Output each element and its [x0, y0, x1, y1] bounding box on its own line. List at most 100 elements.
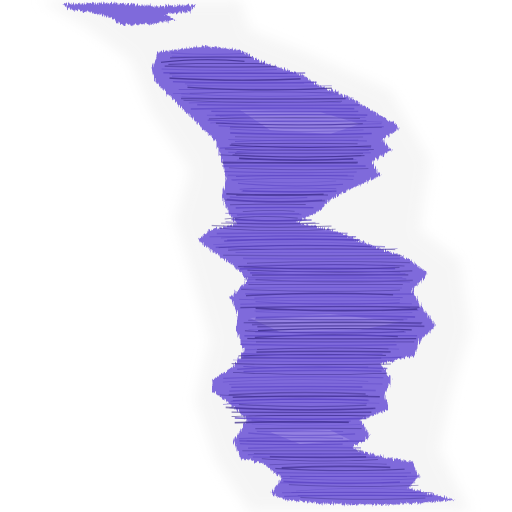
hatch-stroke	[232, 395, 380, 399]
hatch-stroke	[172, 81, 317, 84]
hatch-stroke	[234, 420, 349, 424]
hatch-stroke	[229, 126, 382, 129]
hatch-stroke	[232, 179, 337, 184]
hatch-stroke	[207, 119, 367, 123]
hatch-stroke	[232, 359, 393, 363]
hatch-stroke	[224, 238, 359, 242]
hatch-stroke	[210, 120, 383, 124]
hatch-stroke	[255, 331, 406, 334]
hatch-stroke	[247, 269, 413, 273]
hatch-stroke	[239, 437, 344, 440]
hatch-stroke	[222, 401, 367, 405]
hatch-stroke	[240, 286, 403, 289]
hatch-stroke	[230, 398, 370, 403]
hatch-stroke	[231, 385, 363, 388]
hatch-stroke	[239, 157, 354, 161]
hatch-stroke	[234, 136, 364, 138]
hatch-stroke	[231, 218, 312, 222]
hatch-stroke	[215, 244, 386, 249]
hatch-stroke	[255, 311, 413, 315]
hatch-stroke	[231, 414, 366, 417]
hatch-stroke	[251, 423, 361, 427]
scribble-light-patch	[270, 430, 350, 444]
hatch-stroke	[197, 103, 360, 107]
hatch-stroke	[232, 372, 388, 375]
hatch-stroke	[241, 190, 332, 193]
hatch-stroke	[225, 199, 325, 203]
hatch-stroke	[172, 91, 332, 95]
hatch-stroke	[241, 340, 396, 343]
hatch-stroke	[253, 453, 361, 455]
hatch-stroke	[228, 167, 369, 171]
hatch-stroke	[254, 296, 403, 299]
hatch-stroke	[237, 182, 344, 187]
hatch-stroke	[244, 276, 407, 281]
hatch-stroke	[187, 86, 332, 91]
hatch-stroke	[208, 117, 360, 120]
hatch-stroke	[243, 369, 382, 373]
hatch-stroke	[218, 227, 336, 232]
hatch-stroke	[209, 235, 357, 238]
hatch-stroke	[257, 347, 389, 350]
hatch-stroke	[243, 366, 369, 369]
hatch-stroke	[244, 330, 405, 334]
hatch-stroke	[219, 154, 362, 158]
hatch-stroke	[221, 222, 320, 225]
scribble-top-fragment	[62, 3, 195, 25]
hatch-stroke	[161, 68, 277, 71]
hatch-stroke	[219, 122, 382, 126]
hatch-stroke	[228, 248, 396, 251]
hatch-stroke	[250, 272, 406, 277]
hatch-stroke	[229, 382, 383, 385]
hatch-stroke	[243, 356, 402, 360]
hatch-stroke	[237, 366, 388, 371]
hatch-stroke	[257, 324, 425, 328]
hatch-stroke	[225, 406, 376, 411]
hatch-stroke	[256, 350, 391, 353]
hatch-stroke	[227, 247, 398, 251]
hatch-stroke	[164, 65, 276, 68]
hatch-stroke	[238, 403, 367, 408]
hatch-stroke	[224, 148, 374, 151]
hatch-stroke	[239, 187, 337, 190]
hatch-stroke	[231, 363, 391, 366]
hatch-stroke	[224, 171, 357, 174]
hatch-stroke	[231, 177, 354, 181]
hatch-stroke	[235, 174, 355, 178]
hatch-stroke	[296, 488, 412, 492]
hatch-stroke	[163, 72, 306, 74]
hatch-stroke	[239, 298, 400, 302]
hatch-stroke	[229, 128, 364, 132]
hatch-stroke	[188, 101, 341, 104]
hatch-stroke	[226, 198, 323, 203]
hatch-stroke	[239, 443, 343, 446]
hatch-stroke	[240, 305, 420, 309]
hatch-stroke	[215, 113, 368, 117]
hatch-stroke	[230, 132, 372, 136]
hatch-stroke	[281, 465, 391, 469]
hatch-stroke	[171, 52, 244, 55]
hatch-stroke	[229, 144, 372, 148]
hatch-stroke	[247, 453, 367, 456]
hatch-stroke	[181, 93, 340, 97]
hatch-stroke	[222, 379, 369, 383]
scribble-hatch-lines	[160, 52, 433, 500]
hatch-stroke	[242, 210, 295, 212]
hatch-stroke	[190, 107, 355, 110]
hatch-stroke	[282, 477, 416, 481]
hatch-stroke	[269, 455, 367, 459]
hatch-stroke	[243, 264, 405, 268]
hatch-stroke	[229, 203, 306, 206]
hatch-stroke	[241, 352, 383, 356]
hatch-stroke	[218, 394, 369, 398]
hatch-stroke	[248, 432, 356, 437]
hatch-stroke	[240, 343, 397, 347]
hatch-stroke	[223, 376, 384, 379]
hatch-stroke	[277, 471, 412, 475]
hatch-stroke	[231, 142, 358, 145]
hatch-stroke	[288, 484, 419, 487]
hatch-stroke	[275, 467, 405, 472]
hatch-stroke	[224, 216, 298, 220]
hatch-stroke	[255, 315, 416, 319]
